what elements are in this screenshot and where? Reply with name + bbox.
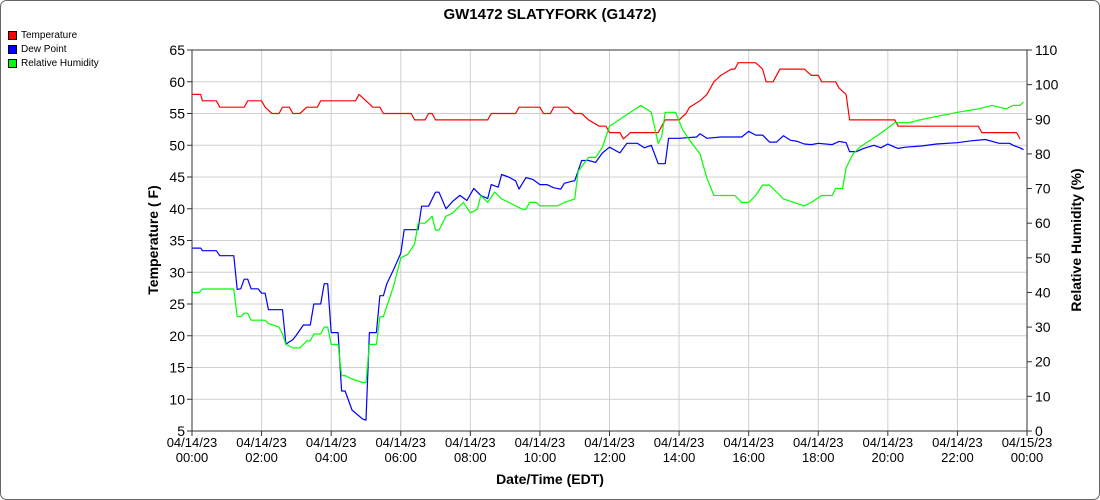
x-tick-label-date: 04/14/23 [723,435,774,450]
dew-point-line [192,130,1024,421]
x-tick-label-time: 00:00 [176,450,209,465]
x-tick-label-time: 10:00 [524,450,557,465]
y-tick-label: 35 [169,233,185,249]
legend-item-relative-humidity: Relative Humidity [8,56,99,70]
plot-area-border [191,49,1028,432]
x-tick-label-date: 04/14/23 [306,435,357,450]
y-tick-label: 60 [169,74,185,90]
x-tick-label-date: 04/14/23 [167,435,218,450]
y2-axis-label: Relative Humidity (%) [1068,168,1084,311]
y-tick-label: 10 [169,391,185,407]
x-tick-label-date: 04/14/23 [932,435,983,450]
series-layer [192,62,1024,421]
y-tick-label: 30 [169,264,185,280]
x-tick-label-date: 04/14/23 [863,435,914,450]
x-tick-label-time: 12:00 [593,450,626,465]
y-tick-label: 45 [169,169,185,185]
axes: 5 10 15 20 25 30 35 40 45 50 55 60 65 0 10 20 30 40 50 60 70… [167,42,1059,465]
x-tick-label-time: 14:00 [663,450,696,465]
legend-label: Relative Humidity [21,57,99,69]
y2-tick-label: 40 [1035,284,1051,300]
x-tick-label-time: 06:00 [384,450,417,465]
x-tick-label-date: 04/15/23 [1002,435,1053,450]
y-tick-label: 5 [177,423,185,439]
x-tick-label-time: 18:00 [802,450,835,465]
x-tick-label-time: 08:00 [454,450,487,465]
x-tick-label-time: 20:00 [872,450,905,465]
y-tick-label: 40 [169,201,185,217]
y-axis-label: Temperature ( F) [145,185,161,294]
y-tick-label: 15 [169,360,185,376]
y2-tick-label: 70 [1035,181,1051,197]
legend-swatch [8,44,17,54]
x-tick-label-date: 04/14/23 [445,435,496,450]
legend-label: Dew Point [21,43,67,55]
x-tick-label-date: 04/14/23 [375,435,426,450]
y2-tick-label: 20 [1035,354,1051,370]
y2-tick-label: 110 [1035,42,1058,58]
x-tick-label-date: 04/14/23 [584,435,635,450]
y2-tick-label: 50 [1035,250,1051,266]
legend: Temperature Dew Point Relative Humidity [8,28,99,70]
y2-tick-label: 10 [1035,388,1051,404]
x-tick-label-date: 04/14/23 [793,435,844,450]
y-tick-label: 25 [169,296,185,312]
y2-tick-label: 90 [1035,111,1051,127]
y-tick-label: 65 [169,42,185,58]
chart-title: GW1472 SLATYFORK (G1472) [443,6,656,23]
x-tick-label-time: 22:00 [941,450,974,465]
relative-humidity-line [192,101,1024,384]
x-tick-label-date: 04/14/23 [515,435,566,450]
y-tick-label: 20 [169,328,185,344]
y2-tick-label: 30 [1035,319,1051,335]
y-tick-label: 55 [169,106,185,122]
x-axis-label: Date/Time (EDT) [496,471,604,487]
y2-tick-label: 80 [1035,146,1051,162]
x-tick-label-time: 00:00 [1011,450,1044,465]
legend-item-temperature: Temperature [8,28,99,42]
temperature-line [192,62,1021,140]
x-tick-label-time: 02:00 [245,450,278,465]
y-tick-label: 50 [169,137,185,153]
legend-swatch [8,58,17,68]
y2-tick-label: 60 [1035,215,1051,231]
x-tick-label-time: 16:00 [732,450,765,465]
y2-tick-label: 0 [1035,423,1043,439]
x-tick-label-time: 04:00 [315,450,348,465]
x-tick-label-date: 04/14/23 [236,435,287,450]
legend-label: Temperature [21,29,78,41]
y2-tick-label: 100 [1035,77,1059,93]
legend-item-dew-point: Dew Point [8,42,99,56]
legend-swatch [8,30,17,40]
x-tick-label-date: 04/14/23 [654,435,705,450]
